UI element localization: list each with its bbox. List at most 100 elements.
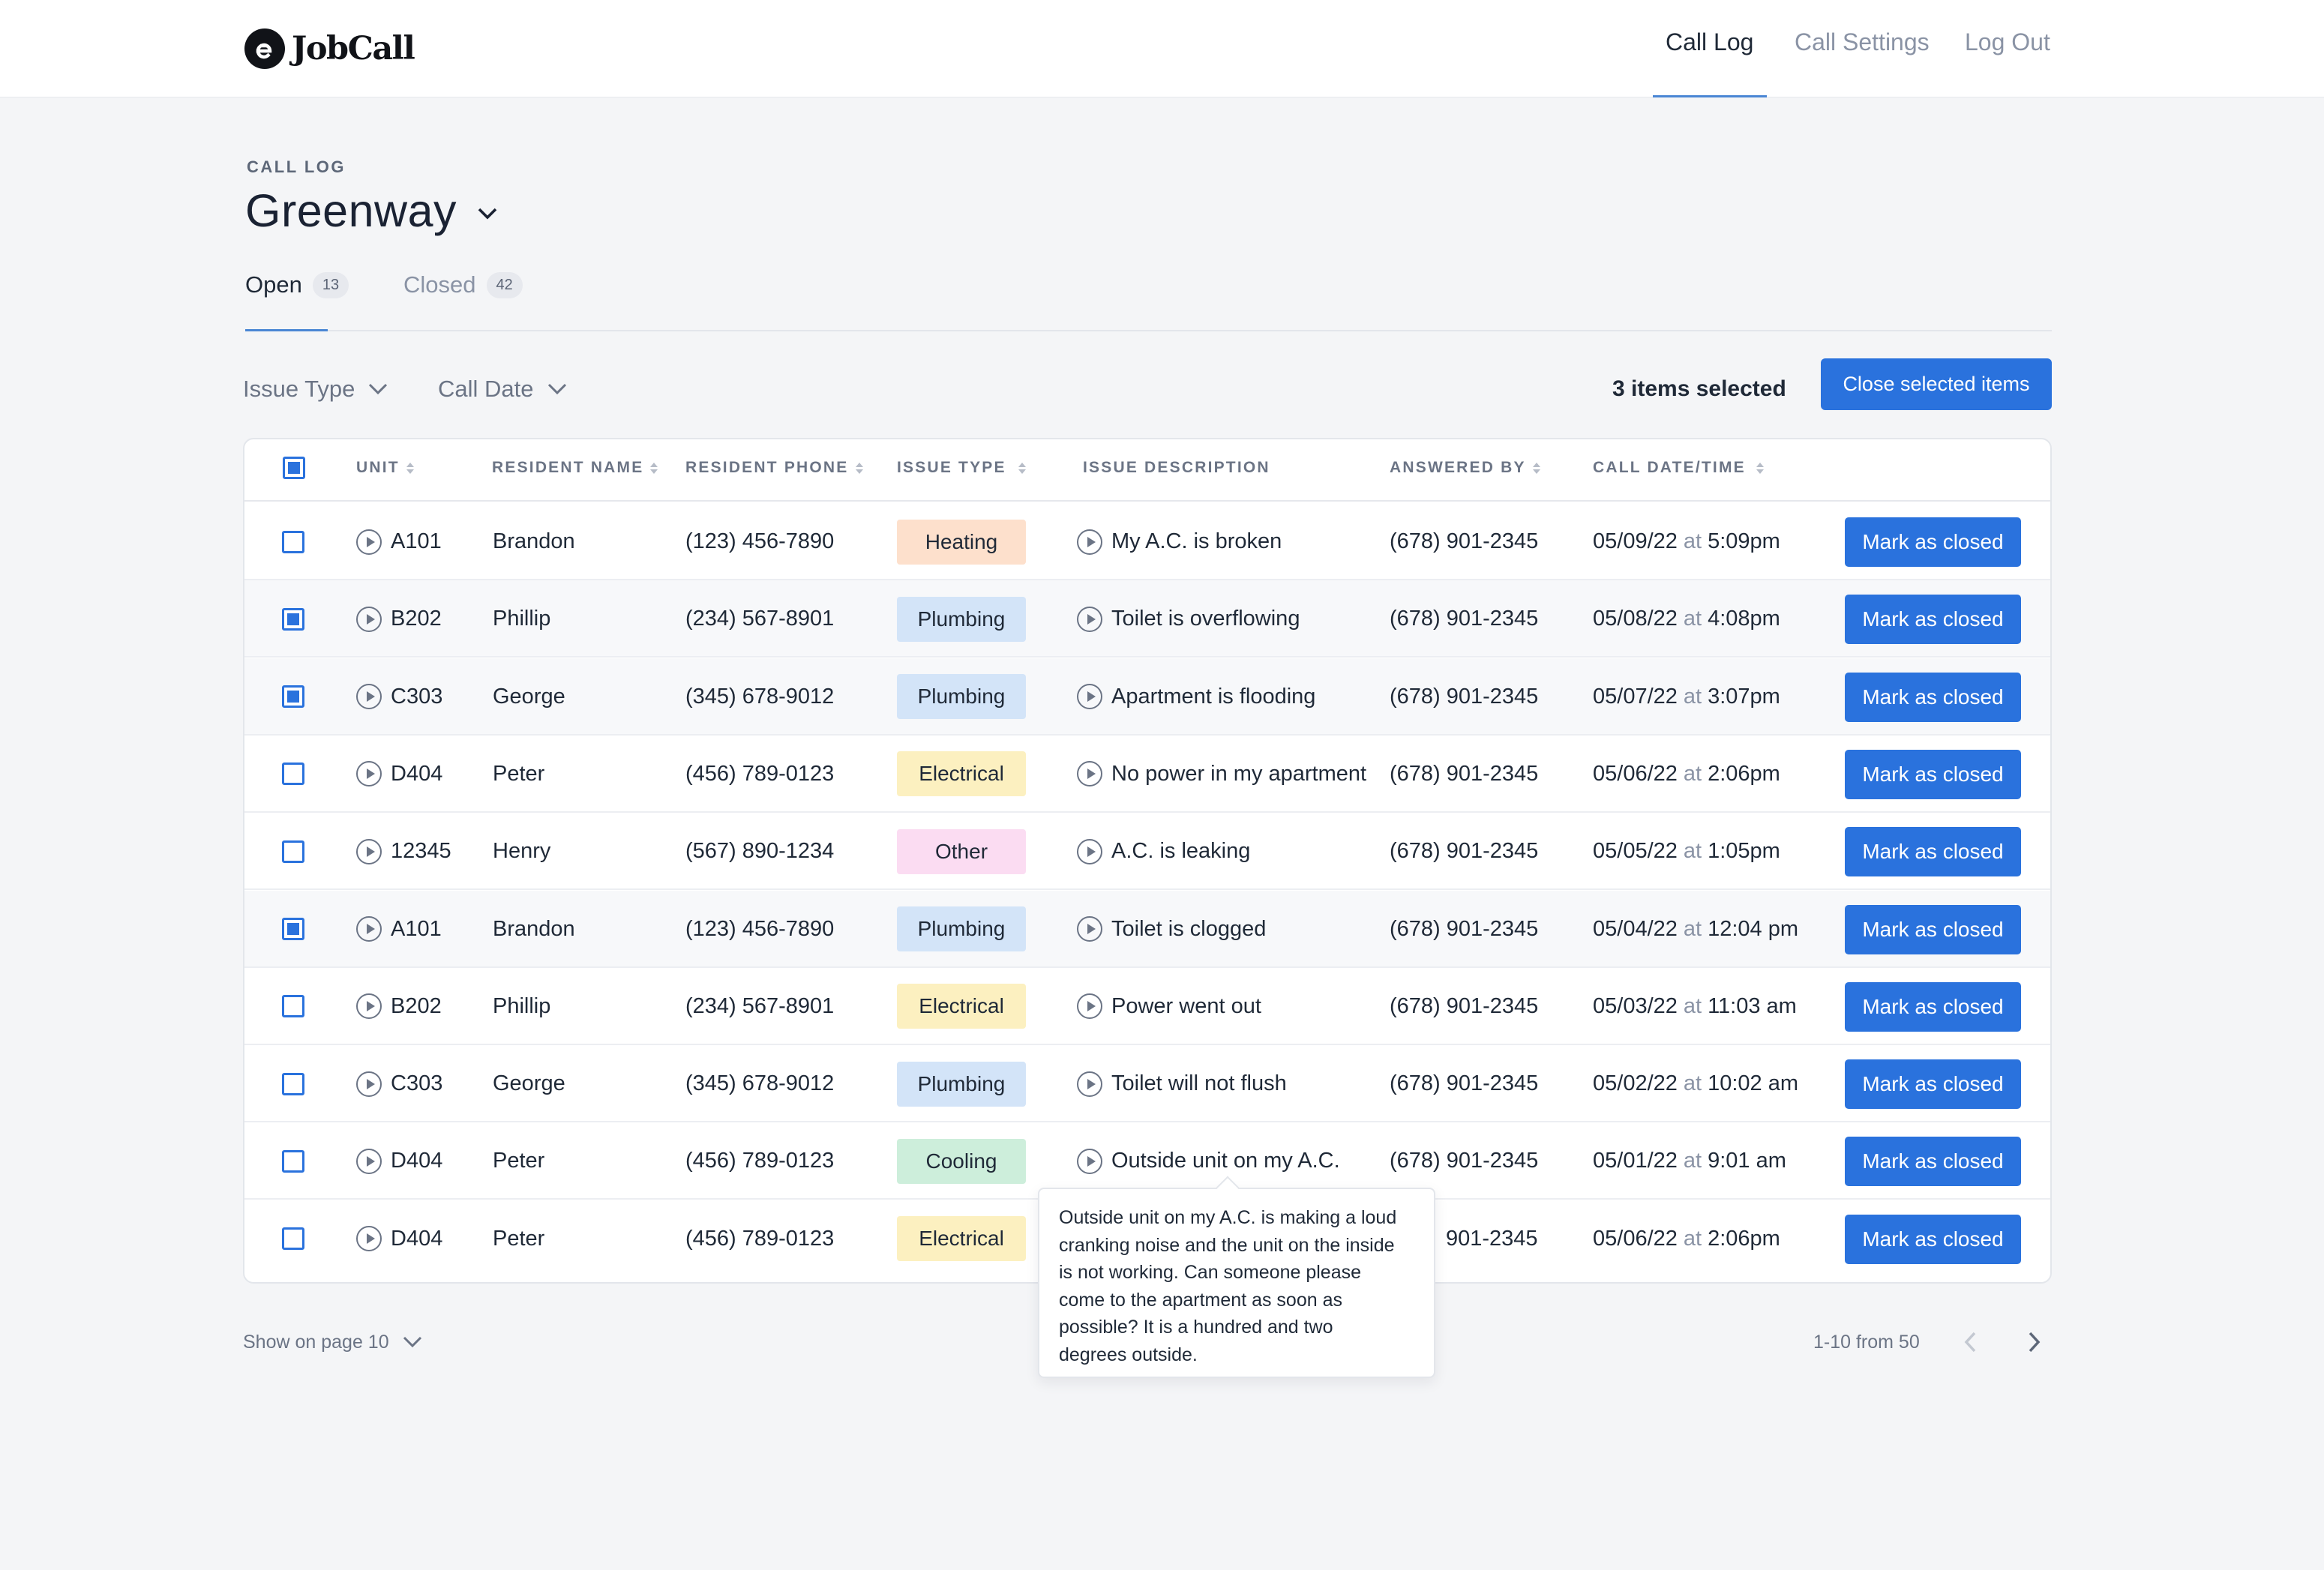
issue-type-cell: Electrical [897,1200,1026,1278]
chevron-down-icon [547,383,566,395]
play-recording-icon[interactable] [356,1071,382,1097]
mark-as-closed-button[interactable]: Mark as closed [1845,672,2021,722]
column-header-unit[interactable]: UNIT [356,459,414,477]
play-recording-icon[interactable] [356,606,382,632]
answered-by: (678) 901-2345 [1390,839,1539,864]
column-header-issue-type[interactable]: ISSUE TYPE [897,459,1026,477]
close-selected-items-button[interactable]: Close selected items [1821,358,2052,410]
row-checkbox[interactable] [282,658,304,736]
issue-description-cell[interactable]: Apartment is flooding [1077,658,1315,736]
play-description-icon[interactable] [1077,993,1102,1020]
play-description-icon[interactable] [1077,606,1102,632]
column-header-answered-by[interactable]: ANSWERED BY [1390,459,1540,477]
play-recording-icon[interactable] [356,1226,382,1252]
resident-phone: (567) 890-1234 [685,839,835,864]
play-recording-icon[interactable] [356,993,382,1020]
issue-type-badge: Plumbing [897,906,1026,951]
row-checkbox-box [282,995,304,1018]
previous-page-button[interactable] [1956,1327,1986,1357]
select-all-checkbox[interactable] [283,457,305,479]
column-header-resident-phone[interactable]: RESIDENT PHONE [685,459,863,477]
unit-number: B202 [391,993,442,1018]
unit-cell: C303 [356,1045,442,1122]
play-description-icon[interactable] [1077,529,1102,555]
play-recording-icon[interactable] [356,684,382,710]
nav-call-settings[interactable]: Call Settings [1795,28,1930,55]
row-checkbox[interactable] [282,736,304,813]
table-row: 12345 Henry (567) 890-1234 Other A.C. is… [244,813,2050,891]
top-navigation-bar: JobCall Call Log Call Settings Log Out [0,0,2324,97]
call-datetime-cell: 05/09/22 at 5:09pm [1593,503,1780,580]
mark-as-closed-button[interactable]: Mark as closed [1845,595,2021,645]
play-description-icon[interactable] [1077,684,1102,710]
play-description-icon[interactable] [1077,838,1102,864]
row-checkbox[interactable] [282,1200,304,1278]
mark-as-closed-button[interactable]: Mark as closed [1845,827,2021,877]
row-checkbox[interactable] [282,1045,304,1122]
play-recording-icon[interactable] [356,1148,382,1174]
tab-open-label: Open [245,271,302,298]
issue-description-cell[interactable]: Toilet is clogged [1077,891,1266,968]
play-description-icon[interactable] [1077,1148,1102,1174]
column-header-resident-name[interactable]: RESIDENT NAME [492,459,658,477]
issue-description-cell[interactable]: Power went out [1077,968,1261,1045]
row-checkbox[interactable] [282,813,304,890]
mark-as-closed-button[interactable]: Mark as closed [1845,517,2021,567]
play-description-icon[interactable] [1077,1071,1102,1097]
issue-description-cell[interactable]: My A.C. is broken [1077,503,1282,580]
issue-type-badge: Plumbing [897,674,1026,720]
answered-by: (678) 901-2345 [1390,684,1539,709]
issue-description-cell[interactable]: Outside unit on my A.C. [1077,1122,1340,1200]
nav-log-out[interactable]: Log Out [1965,28,2050,55]
play-description-icon[interactable] [1077,916,1102,942]
issue-description-cell[interactable]: No power in my apartment [1077,736,1366,813]
unit-cell: C303 [356,658,442,736]
issue-description: A.C. is leaking [1111,839,1251,864]
issue-type-badge: Electrical [897,1216,1026,1262]
play-recording-icon[interactable] [356,761,382,787]
row-checkbox[interactable] [282,968,304,1045]
per-page-selector[interactable]: Show on page 10 [243,1327,424,1357]
next-page-button[interactable] [2019,1327,2049,1357]
column-header-resident-name-label: RESIDENT NAME [492,459,644,476]
mark-as-closed-button[interactable]: Mark as closed [1845,749,2021,799]
mark-as-closed-button[interactable]: Mark as closed [1845,1059,2021,1110]
play-description-icon[interactable] [1077,761,1102,787]
select-all-checkbox-box [283,457,305,479]
nav-active-indicator [1653,95,1767,97]
play-recording-icon[interactable] [356,529,382,555]
brand-logo[interactable]: JobCall [244,27,415,70]
resident-name: Peter [493,1226,545,1251]
column-header-call-datetime[interactable]: CALL DATE/TIME [1593,459,1764,477]
mark-as-closed-button[interactable]: Mark as closed [1845,904,2021,954]
property-selector[interactable]: Greenway [245,184,499,237]
call-datetime-cell: 05/06/22 at 2:06pm [1593,1200,1780,1278]
mark-as-closed-button[interactable]: Mark as closed [1845,981,2021,1032]
row-checkbox[interactable] [282,503,304,580]
tab-closed[interactable]: Closed 42 [403,266,523,304]
row-checkbox[interactable] [282,891,304,968]
at-word: at [1683,1226,1702,1251]
issue-type-badge: Heating [897,519,1026,565]
play-recording-icon[interactable] [356,916,382,942]
issue-type-cell: Plumbing [897,580,1026,658]
issue-type-filter[interactable]: Issue Type [243,370,389,408]
row-checkbox-box [282,1149,304,1173]
tab-open[interactable]: Open 13 [245,266,349,304]
mark-as-closed-button[interactable]: Mark as closed [1845,1214,2021,1264]
issue-description: Apartment is flooding [1111,684,1316,709]
issue-description-cell[interactable]: A.C. is leaking [1077,813,1250,890]
table-header: UNIT RESIDENT NAME RESIDENT PHONE ISSUE … [244,439,2050,502]
issue-type-cell: Electrical [897,968,1026,1045]
play-recording-icon[interactable] [356,838,382,864]
mark-as-closed-button[interactable]: Mark as closed [1845,1137,2021,1187]
issue-description-cell[interactable]: Toilet is overflowing [1077,580,1300,658]
row-checkbox[interactable] [282,580,304,658]
row-checkbox[interactable] [282,1122,304,1200]
answered-by: (678) 901-2345 [1390,916,1539,941]
issue-description-cell[interactable]: Toilet will not flush [1077,1045,1287,1122]
call-datetime-cell: 05/02/22 at 10:02 am [1593,1045,1798,1122]
call-date-filter[interactable]: Call Date [438,370,568,408]
nav-call-log[interactable]: Call Log [1666,28,1754,55]
call-datetime-cell: 05/08/22 at 4:08pm [1593,580,1780,658]
